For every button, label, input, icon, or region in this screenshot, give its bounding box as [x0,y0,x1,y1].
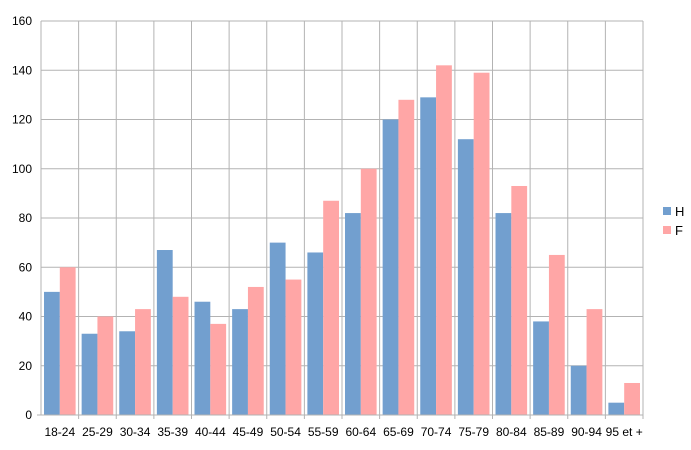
bar-H-25-29 [81,333,98,415]
bar-F-85-89 [548,254,565,415]
bar-H-30-34 [119,331,136,415]
bar-H-90-94 [570,365,587,415]
bar-H-45-49 [232,309,248,415]
x-tick-label: 35-39 [157,425,188,439]
x-tick-label: 30-34 [120,425,151,439]
legend-label-F: F [675,223,683,238]
bar-H-65-69 [382,119,399,415]
bar-F-25-29 [97,316,114,415]
x-tick-label: 45-49 [233,425,264,439]
x-tick-label: 95 et + [606,425,643,439]
bar-F-35-39 [172,296,189,415]
bar-H-75-79 [457,139,474,415]
y-tick-label: 160 [12,14,32,28]
bar-H-60-64 [345,213,361,415]
x-tick-label: 55-59 [308,425,339,439]
x-tick-label: 75-79 [458,425,489,439]
bar-H-70-74 [420,97,437,416]
bar-H-50-54 [269,242,286,415]
y-tick-label: 80 [19,211,33,225]
y-tick-label: 40 [19,310,33,324]
x-tick-label: 70-74 [421,425,452,439]
bar-F-55-59 [323,200,339,415]
x-tick-label: 90-94 [571,425,602,439]
bar-F-80-84 [511,185,528,415]
bar-H-55-59 [307,252,324,415]
gridlines [40,20,644,419]
bar-F-50-54 [285,279,302,415]
bars [44,65,640,416]
x-tick-label: 60-64 [345,425,376,439]
y-tick-label: 100 [12,162,32,176]
x-tick-label: 40-44 [195,425,226,439]
y-tick-label: 20 [19,359,33,373]
bar-F-90-94 [586,309,603,415]
bar-F-70-74 [436,65,452,415]
legend-swatch-F [663,226,671,234]
bar-F-45-49 [247,286,264,415]
bar-H-80-84 [495,213,512,415]
x-tick-label: 65-69 [383,425,414,439]
bar-F-18-24 [59,267,76,415]
bar-F-65-69 [398,99,415,416]
bar-F-30-34 [135,309,151,415]
y-tick-label: 140 [12,63,32,77]
x-tick-label: 85-89 [534,425,565,439]
bar-H-18-24 [44,291,60,415]
y-tick-label: 120 [12,113,32,127]
bar-H-40-44 [194,301,211,415]
bar-F-40-44 [210,323,227,415]
bar-F-95 et + [624,382,640,415]
bar-H-35-39 [156,250,173,415]
legend-swatch-H [663,207,671,215]
bar-F-75-79 [473,72,490,416]
x-tick-label: 50-54 [270,425,301,439]
y-tick-labels: 0 20 40 60 80 100 120 140 160 [12,14,32,422]
legend: HF [663,204,684,238]
x-tick-labels: 18-24 25-29 30-34 35-39 40-44 45-49 50-54 55-59… [44,425,642,439]
x-tick-label: 80-84 [496,425,527,439]
y-tick-label: 0 [25,408,32,422]
bar-H-85-89 [533,321,549,415]
bar-F-60-64 [360,168,377,415]
x-tick-label: 18-24 [44,425,75,439]
bar-H-95 et + [608,402,625,415]
y-tick-label: 60 [19,260,33,274]
legend-label-H: H [675,204,684,219]
x-tick-label: 25-29 [82,425,113,439]
